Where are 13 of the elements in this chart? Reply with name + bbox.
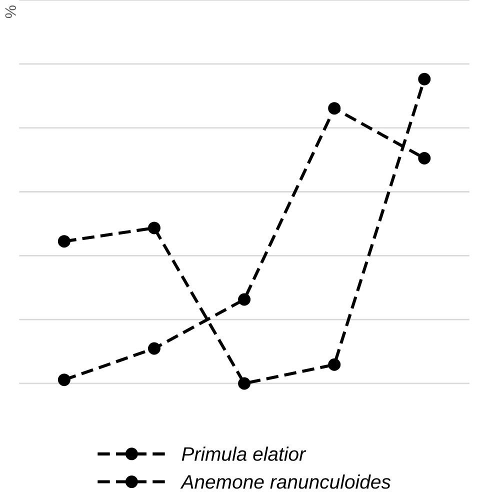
point: [418, 72, 431, 86]
point: [58, 374, 70, 386]
point: [148, 342, 160, 355]
point: [238, 377, 251, 390]
legend-label: Primula elatior: [182, 446, 306, 461]
point: [58, 235, 70, 248]
point: [238, 293, 251, 306]
point: [148, 222, 160, 234]
y-axis-title: %: [5, 6, 16, 18]
point: [328, 358, 341, 371]
point: [328, 102, 341, 115]
point: [418, 152, 431, 165]
legend-label: Anemone ranunculoides: [180, 474, 391, 489]
